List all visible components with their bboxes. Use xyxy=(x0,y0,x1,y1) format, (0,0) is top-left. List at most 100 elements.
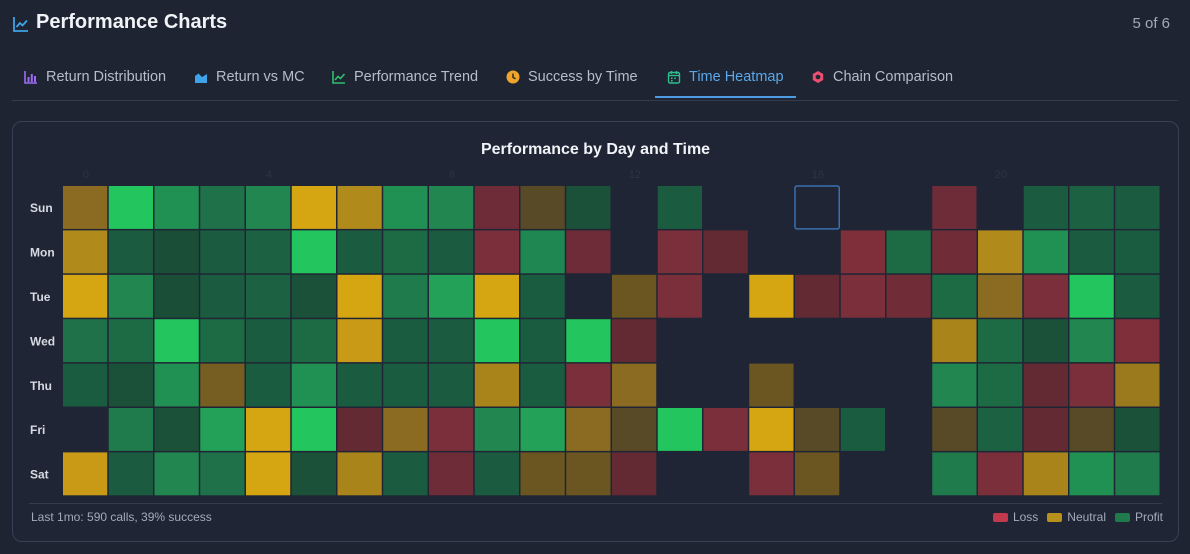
heatmap-cell-fri-12[interactable] xyxy=(612,408,657,451)
heatmap-cell-sun-5[interactable] xyxy=(291,186,336,229)
heatmap-cell-tue-18[interactable] xyxy=(886,274,931,318)
heatmap-cell-mon-19[interactable] xyxy=(932,230,977,274)
tab-time-heatmap[interactable]: Time Heatmap xyxy=(655,58,796,98)
heatmap-cell-fri-11[interactable] xyxy=(566,408,611,451)
heatmap-cell-mon-20[interactable] xyxy=(978,230,1023,274)
heatmap-cell-mon-13[interactable] xyxy=(657,230,702,274)
heatmap-cell-mon-5[interactable] xyxy=(291,230,336,274)
tab-return-distribution[interactable]: Return Distribution xyxy=(24,58,166,96)
heatmap-cell-sat-15[interactable] xyxy=(749,452,794,496)
heatmap-cell-sun-23[interactable] xyxy=(1115,186,1160,229)
heatmap-cell-fri-14[interactable] xyxy=(703,408,748,451)
heatmap-cell-wed-1[interactable] xyxy=(108,319,153,363)
heatmap-cell-thu-23[interactable] xyxy=(1115,363,1160,407)
heatmap-cell-fri-13[interactable] xyxy=(657,408,702,451)
heatmap-cell-fri-20[interactable] xyxy=(978,408,1023,451)
heatmap-cell-tue-7[interactable] xyxy=(383,274,428,318)
heatmap-cell-thu-7[interactable] xyxy=(383,363,428,407)
heatmap-cell-thu-10[interactable] xyxy=(520,363,565,407)
heatmap-cell-wed-2[interactable] xyxy=(154,319,199,363)
heatmap-cell-fri-7[interactable] xyxy=(383,408,428,451)
heatmap-cell-tue-17[interactable] xyxy=(840,274,885,318)
heatmap-cell-fri-10[interactable] xyxy=(520,408,565,451)
heatmap-cell-sun-0[interactable] xyxy=(63,186,108,229)
heatmap-cell-sun-6[interactable] xyxy=(337,186,382,229)
heatmap-cell-thu-19[interactable] xyxy=(932,363,977,407)
heatmap-cell-sat-20[interactable] xyxy=(978,452,1023,496)
heatmap-cell-tue-10[interactable] xyxy=(520,274,565,318)
heatmap-cell-fri-23[interactable] xyxy=(1115,408,1160,451)
heatmap-cell-thu-12[interactable] xyxy=(612,363,657,407)
heatmap-cell-sat-10[interactable] xyxy=(520,452,565,496)
heatmap-cell-sun-22[interactable] xyxy=(1069,186,1114,229)
heatmap-cell-sat-9[interactable] xyxy=(474,452,519,496)
heatmap-cell-wed-21[interactable] xyxy=(1023,319,1068,363)
heatmap-cell-mon-3[interactable] xyxy=(200,230,245,274)
heatmap-cell-sat-7[interactable] xyxy=(383,452,428,496)
heatmap-cell-mon-23[interactable] xyxy=(1115,230,1160,274)
heatmap-cell-sat-23[interactable] xyxy=(1115,452,1160,496)
heatmap-cell-sat-12[interactable] xyxy=(612,452,657,496)
heatmap-cell-mon-0[interactable] xyxy=(63,230,108,274)
heatmap-cell-sun-3[interactable] xyxy=(200,186,245,229)
heatmap-cell-sat-3[interactable] xyxy=(200,452,245,496)
heatmap-cell-fri-9[interactable] xyxy=(474,408,519,451)
heatmap-cell-wed-19[interactable] xyxy=(932,319,977,363)
heatmap-cell-sun-11[interactable] xyxy=(566,186,611,229)
heatmap-cell-fri-1[interactable] xyxy=(108,408,153,451)
heatmap-cell-tue-19[interactable] xyxy=(932,274,977,318)
heatmap-cell-tue-20[interactable] xyxy=(978,274,1023,318)
tab-performance-trend[interactable]: Performance Trend xyxy=(332,58,478,96)
heatmap-cell-tue-0[interactable] xyxy=(63,274,108,318)
heatmap-cell-wed-4[interactable] xyxy=(246,319,291,363)
heatmap-cell-sat-19[interactable] xyxy=(932,452,977,496)
tab-success-by-time[interactable]: Success by Time xyxy=(506,58,638,96)
heatmap-cell-mon-9[interactable] xyxy=(474,230,519,274)
heatmap-cell-mon-22[interactable] xyxy=(1069,230,1114,274)
heatmap-cell-wed-12[interactable] xyxy=(612,319,657,363)
heatmap-cell-sat-8[interactable] xyxy=(429,452,474,496)
heatmap-cell-thu-9[interactable] xyxy=(474,363,519,407)
heatmap-cell-sat-5[interactable] xyxy=(291,452,336,496)
heatmap-cell-fri-17[interactable] xyxy=(840,408,885,451)
heatmap-cell-mon-1[interactable] xyxy=(108,230,153,274)
heatmap-cell-tue-9[interactable] xyxy=(474,274,519,318)
heatmap-cell-sat-1[interactable] xyxy=(108,452,153,496)
heatmap-cell-hover-outline[interactable] xyxy=(794,185,840,230)
heatmap-cell-tue-8[interactable] xyxy=(429,274,474,318)
heatmap-cell-tue-22[interactable] xyxy=(1069,274,1114,318)
heatmap-cell-mon-2[interactable] xyxy=(154,230,199,274)
tab-return-vs-mc[interactable]: Return vs MC xyxy=(194,58,305,96)
heatmap-cell-mon-4[interactable] xyxy=(246,230,291,274)
heatmap-cell-sun-13[interactable] xyxy=(657,186,702,229)
heatmap-cell-mon-7[interactable] xyxy=(383,230,428,274)
heatmap-cell-fri-19[interactable] xyxy=(932,408,977,451)
heatmap-cell-wed-23[interactable] xyxy=(1115,319,1160,363)
heatmap-cell-tue-6[interactable] xyxy=(337,274,382,318)
heatmap-cell-wed-20[interactable] xyxy=(978,319,1023,363)
heatmap-cell-wed-3[interactable] xyxy=(200,319,245,363)
heatmap-cell-sat-22[interactable] xyxy=(1069,452,1114,496)
heatmap-cell-wed-11[interactable] xyxy=(566,319,611,363)
heatmap-cell-mon-6[interactable] xyxy=(337,230,382,274)
heatmap-cell-thu-21[interactable] xyxy=(1023,363,1068,407)
heatmap-cell-sun-1[interactable] xyxy=(108,186,153,229)
heatmap-cell-sat-16[interactable] xyxy=(795,452,840,496)
heatmap-cell-sun-10[interactable] xyxy=(520,186,565,229)
heatmap-cell-sat-21[interactable] xyxy=(1023,452,1068,496)
heatmap-cell-thu-5[interactable] xyxy=(291,363,336,407)
heatmap-cell-fri-22[interactable] xyxy=(1069,408,1114,451)
heatmap-cell-mon-11[interactable] xyxy=(566,230,611,274)
heatmap-cell-sun-21[interactable] xyxy=(1023,186,1068,229)
heatmap-cell-fri-6[interactable] xyxy=(337,408,382,451)
heatmap-cell-mon-17[interactable] xyxy=(840,230,885,274)
heatmap-cell-tue-3[interactable] xyxy=(200,274,245,318)
heatmap-cell-wed-6[interactable] xyxy=(337,319,382,363)
heatmap-cell-sun-4[interactable] xyxy=(246,186,291,229)
heatmap-cell-thu-15[interactable] xyxy=(749,363,794,407)
heatmap-cell-sat-11[interactable] xyxy=(566,452,611,496)
heatmap-cell-mon-10[interactable] xyxy=(520,230,565,274)
heatmap-cell-wed-8[interactable] xyxy=(429,319,474,363)
heatmap-cell-sat-0[interactable] xyxy=(63,452,108,496)
heatmap-cell-sun-9[interactable] xyxy=(474,186,519,229)
